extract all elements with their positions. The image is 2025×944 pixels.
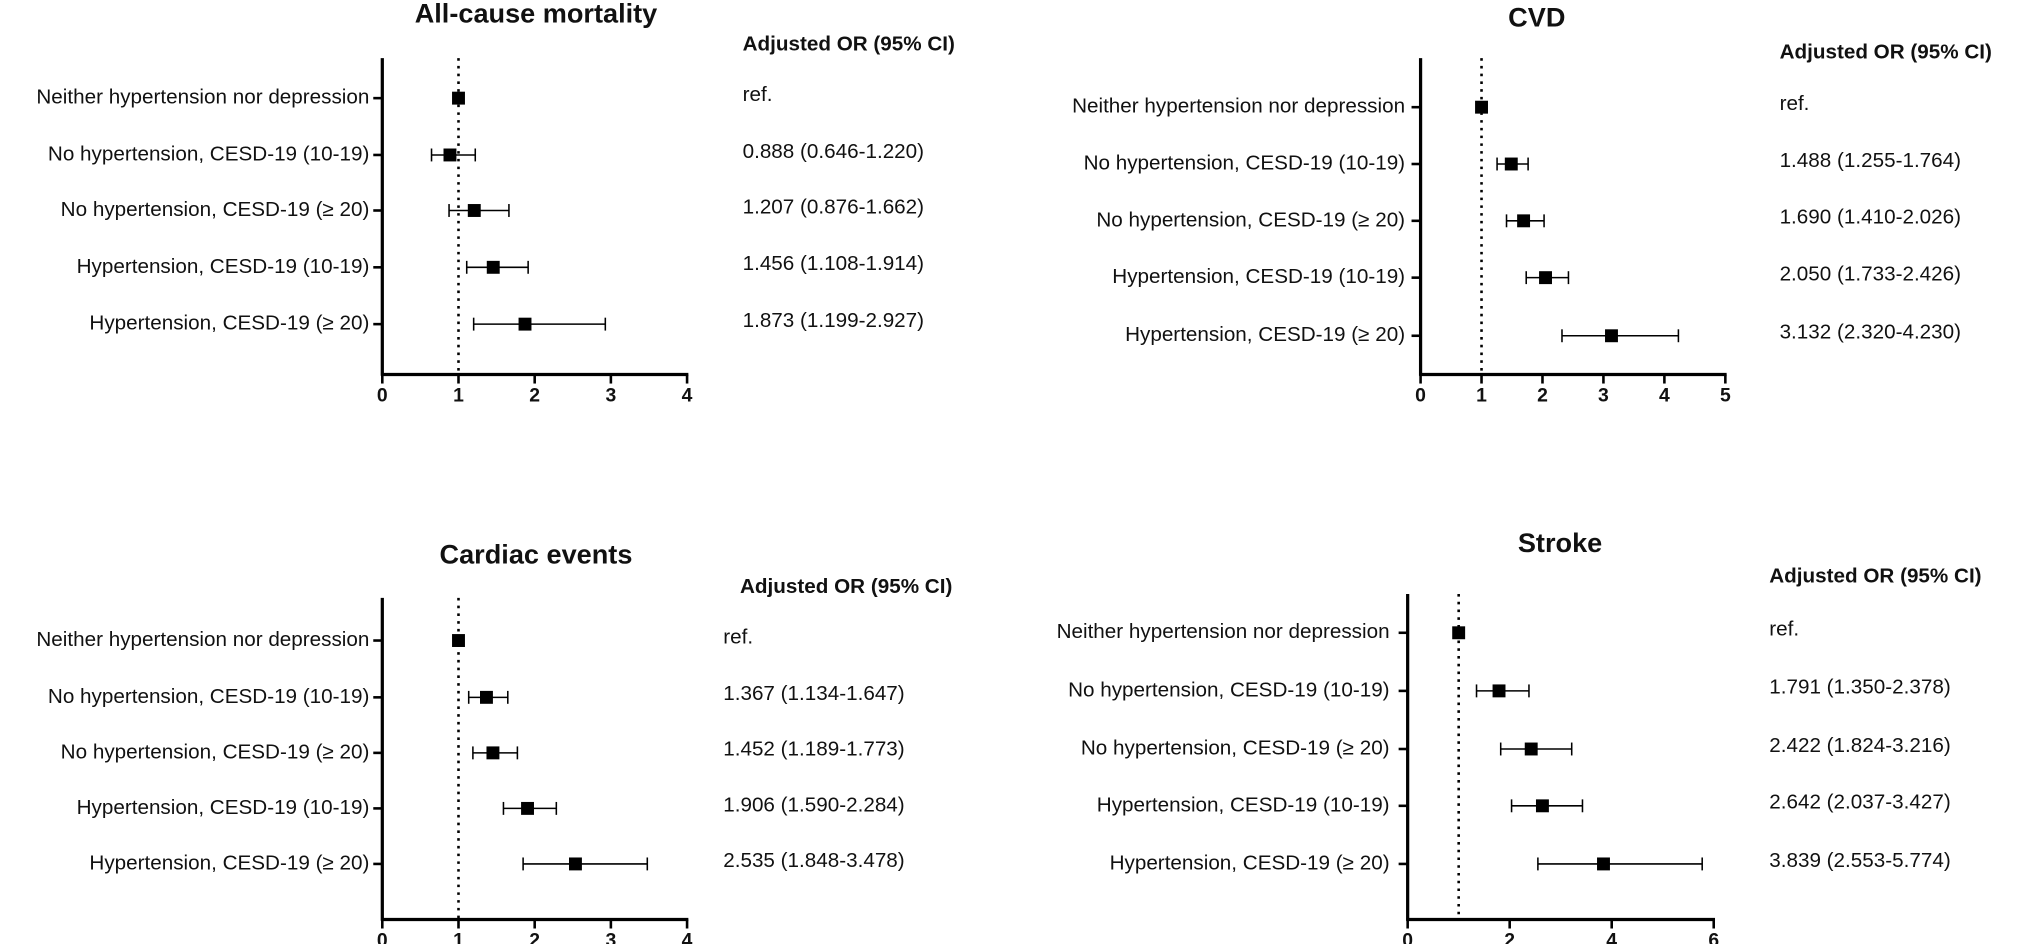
table-header: Adjusted OR (95% CI) [740, 575, 952, 598]
point-estimate [486, 746, 500, 760]
category-label: Hypertension, CESD-19 (10-19) [1097, 793, 1390, 816]
category-label: No hypertension, CESD-19 (10-19) [1068, 678, 1389, 701]
point-estimate [452, 634, 465, 647]
x-tick-label: 0 [1415, 385, 1426, 407]
value-label: 1.367 (1.134-1.647) [723, 682, 904, 705]
value-label: ref. [1769, 618, 1799, 641]
category-label: Hypertension, CESD-19 (10-19) [77, 796, 370, 819]
value-label: 3.132 (2.320-4.230) [1780, 321, 1961, 344]
x-tick-label: 2 [1504, 930, 1515, 944]
point-estimate [1605, 329, 1618, 343]
value-label: ref. [743, 83, 773, 106]
x-tick-label: 1 [453, 930, 464, 944]
value-label: 1.452 (1.189-1.773) [723, 738, 904, 761]
category-label: No hypertension, CESD-19 (10-19) [48, 685, 369, 708]
point-estimate [1517, 214, 1531, 228]
point-estimate [568, 857, 582, 871]
x-tick-label: 4 [682, 930, 693, 944]
x-tick-label: 0 [377, 930, 388, 944]
category-label: No hypertension, CESD-19 (10-19) [1084, 151, 1405, 174]
value-label: 3.839 (2.553-5.774) [1769, 849, 1950, 872]
value-label: ref. [723, 625, 753, 648]
category-label: No hypertension, CESD-19 (10-19) [48, 142, 369, 165]
value-label: 2.642 (2.037-3.427) [1769, 791, 1950, 814]
value-label: 2.422 (1.824-3.216) [1769, 734, 1950, 757]
point-estimate [1524, 742, 1538, 756]
x-tick-label: 6 [1708, 930, 1719, 944]
value-label: ref. [1780, 92, 1810, 115]
x-tick-label: 1 [1476, 385, 1487, 407]
value-label: 2.535 (1.848-3.478) [723, 849, 904, 872]
category-label: Hypertension, CESD-19 (≥ 20) [89, 312, 369, 335]
x-tick-label: 3 [605, 385, 616, 407]
x-tick-label: 0 [1402, 930, 1413, 944]
category-label: Hypertension, CESD-19 (≥ 20) [1125, 323, 1405, 346]
category-label: Neither hypertension nor depression [36, 86, 369, 109]
category-label: Neither hypertension nor depression [36, 628, 369, 651]
value-label: 1.906 (1.590-2.284) [723, 793, 904, 816]
point-estimate [452, 91, 465, 105]
x-tick-label: 0 [377, 385, 388, 407]
point-estimate [1452, 626, 1466, 640]
value-label: 1.791 (1.350-2.378) [1769, 676, 1950, 699]
table-header: Adjusted OR (95% CI) [743, 33, 955, 56]
chart-title: CVD [1508, 2, 1565, 33]
value-label: 0.888 (0.646-1.220) [743, 140, 924, 163]
point-estimate [1539, 271, 1552, 285]
category-label: No hypertension, CESD-19 (≥ 20) [61, 198, 370, 221]
value-label: 1.207 (0.876-1.662) [743, 195, 924, 218]
x-tick-label: 4 [682, 385, 693, 407]
chart-title: All-cause mortality [415, 0, 658, 29]
category-label: Hypertension, CESD-19 (≥ 20) [1110, 851, 1390, 874]
chart-title: Cardiac events [440, 539, 633, 570]
value-label: 1.873 (1.199-2.927) [743, 309, 924, 332]
point-estimate [518, 317, 532, 331]
category-label: Hypertension, CESD-19 (10-19) [1112, 265, 1405, 288]
x-tick-label: 5 [1720, 385, 1731, 407]
value-label: 1.456 (1.108-1.914) [743, 252, 924, 275]
point-estimate [480, 690, 493, 704]
point-estimate [486, 260, 500, 274]
category-label: Neither hypertension nor depression [1072, 95, 1405, 118]
point-estimate [1504, 157, 1518, 171]
point-estimate [1597, 857, 1610, 871]
value-label: 1.690 (1.410-2.026) [1780, 206, 1961, 229]
value-label: 1.488 (1.255-1.764) [1780, 149, 1961, 172]
x-tick-label: 3 [605, 930, 616, 944]
value-label: 2.050 (1.733-2.426) [1780, 263, 1961, 286]
point-estimate [1492, 684, 1506, 698]
x-tick-label: 2 [529, 385, 540, 407]
point-estimate [467, 204, 481, 217]
category-label: Hypertension, CESD-19 (≥ 20) [89, 851, 369, 874]
point-estimate [443, 148, 457, 162]
x-tick-label: 2 [1537, 385, 1548, 407]
x-tick-label: 3 [1598, 385, 1609, 407]
x-tick-label: 4 [1659, 385, 1670, 407]
table-header: Adjusted OR (95% CI) [1769, 565, 1981, 588]
x-tick-label: 4 [1606, 930, 1617, 944]
chart-title: Stroke [1518, 527, 1602, 558]
category-label: Neither hypertension nor depression [1057, 620, 1390, 643]
table-header: Adjusted OR (95% CI) [1780, 40, 1992, 63]
point-estimate [521, 801, 534, 815]
point-estimate [1535, 799, 1549, 813]
category-label: No hypertension, CESD-19 (≥ 20) [1081, 736, 1390, 759]
category-label: No hypertension, CESD-19 (≥ 20) [61, 740, 370, 763]
category-label: Hypertension, CESD-19 (10-19) [77, 255, 370, 278]
category-label: No hypertension, CESD-19 (≥ 20) [1096, 208, 1405, 231]
x-tick-label: 2 [529, 930, 540, 944]
x-tick-label: 1 [453, 385, 464, 407]
point-estimate [1475, 100, 1488, 114]
